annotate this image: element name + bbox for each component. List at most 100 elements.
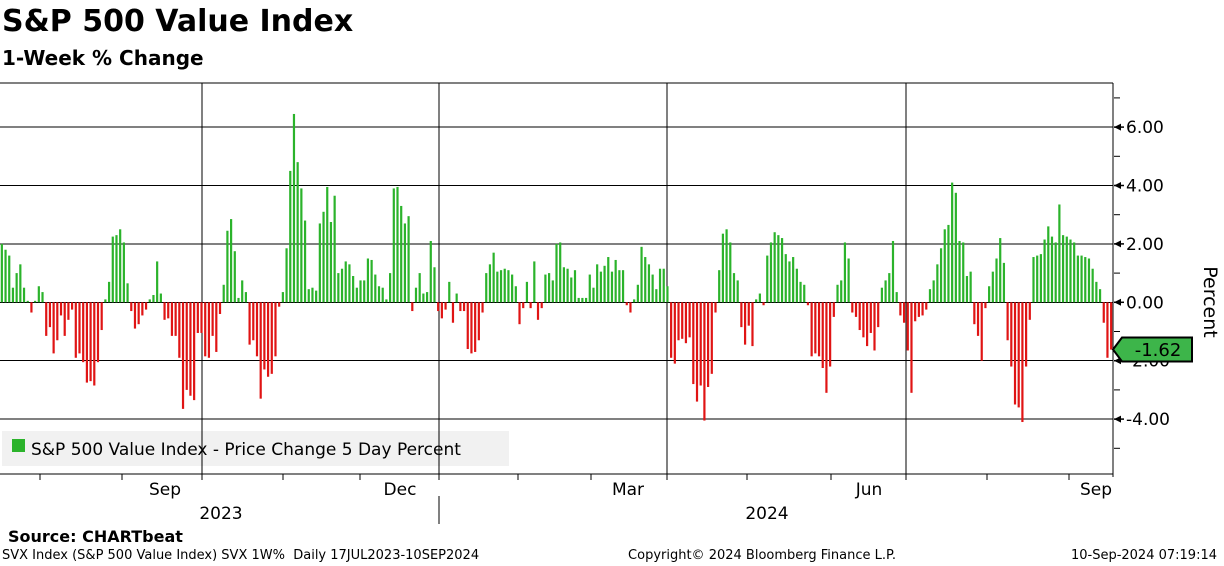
bar — [658, 268, 662, 303]
bar — [259, 302, 262, 399]
bar — [326, 186, 329, 303]
bar — [965, 276, 969, 303]
bar — [159, 293, 162, 303]
bar — [854, 302, 858, 317]
bar — [581, 297, 584, 303]
legend-swatch-icon — [12, 439, 25, 452]
bar — [163, 302, 166, 320]
bar — [1080, 255, 1083, 303]
bar — [185, 302, 188, 390]
bar — [699, 302, 702, 386]
x-month-label: Sep — [149, 480, 181, 500]
bar — [858, 302, 861, 331]
bar — [518, 302, 521, 325]
bar — [59, 302, 63, 316]
x-month-label: Jun — [855, 480, 883, 500]
bar — [425, 292, 429, 303]
legend-box — [2, 431, 509, 466]
bar — [359, 280, 362, 303]
x-month-label: Mar — [612, 480, 644, 500]
bar — [1032, 257, 1035, 303]
bar — [551, 280, 554, 303]
bar — [511, 274, 514, 303]
x-month-label: Dec — [384, 480, 417, 500]
bar — [374, 274, 377, 303]
x-year-label: 2024 — [745, 504, 788, 524]
bar — [566, 268, 569, 303]
y-tick-label: 0.00 — [1126, 293, 1164, 313]
bar — [603, 265, 606, 303]
y-tick-label: 6.00 — [1126, 118, 1164, 138]
bar — [891, 240, 895, 303]
bar — [222, 284, 225, 303]
bar — [1058, 204, 1061, 303]
bar — [1091, 268, 1094, 303]
bar — [215, 302, 218, 352]
x-axis-year-labels: 2023 2024 — [199, 504, 788, 524]
bar — [780, 238, 784, 303]
bar — [503, 268, 506, 303]
bar — [451, 302, 455, 323]
bar — [747, 302, 750, 326]
bar — [4, 249, 7, 303]
bar — [485, 273, 488, 303]
bar — [932, 280, 935, 303]
bar — [15, 273, 18, 303]
bar — [1065, 236, 1068, 303]
bar — [1010, 302, 1013, 367]
bar — [633, 299, 636, 303]
bar — [244, 292, 247, 303]
bar — [56, 302, 59, 341]
bar — [947, 224, 950, 303]
bar — [1098, 289, 1102, 303]
bar — [951, 182, 954, 303]
page-title: S&P 500 Value Index — [2, 4, 354, 39]
bar — [544, 274, 547, 303]
bar — [732, 273, 736, 303]
bar — [437, 302, 440, 312]
bar — [455, 293, 458, 303]
bar — [988, 286, 991, 303]
bar — [999, 238, 1002, 303]
bar — [30, 302, 33, 313]
bar — [877, 302, 880, 328]
bar — [825, 302, 828, 393]
bar — [370, 259, 373, 303]
bar — [651, 274, 654, 303]
bar — [481, 302, 484, 313]
bar — [34, 300, 37, 303]
bar — [817, 302, 821, 357]
bar — [540, 302, 543, 309]
bar — [196, 302, 199, 333]
bar — [640, 246, 643, 303]
bar — [74, 302, 77, 358]
bar — [681, 302, 684, 339]
bar — [647, 264, 651, 303]
bar — [300, 188, 303, 303]
bar — [736, 280, 739, 303]
bar — [810, 302, 813, 357]
bar — [751, 302, 754, 347]
bar — [385, 299, 388, 303]
bar — [670, 302, 673, 358]
bar — [788, 261, 791, 303]
bar — [218, 302, 222, 314]
bar — [843, 242, 847, 303]
bar — [315, 290, 318, 303]
bar-series — [0, 113, 1113, 423]
bar — [899, 302, 902, 316]
bar — [888, 273, 891, 303]
bar — [629, 302, 632, 313]
bar — [829, 302, 832, 367]
bar — [281, 292, 284, 303]
bar — [377, 286, 381, 303]
bar — [803, 284, 806, 303]
bar — [122, 242, 125, 303]
bar — [928, 289, 932, 303]
bar — [366, 258, 370, 303]
bar — [1036, 255, 1039, 303]
bar — [440, 302, 443, 319]
bar — [252, 302, 255, 341]
bar — [318, 223, 321, 303]
bar — [93, 302, 96, 386]
